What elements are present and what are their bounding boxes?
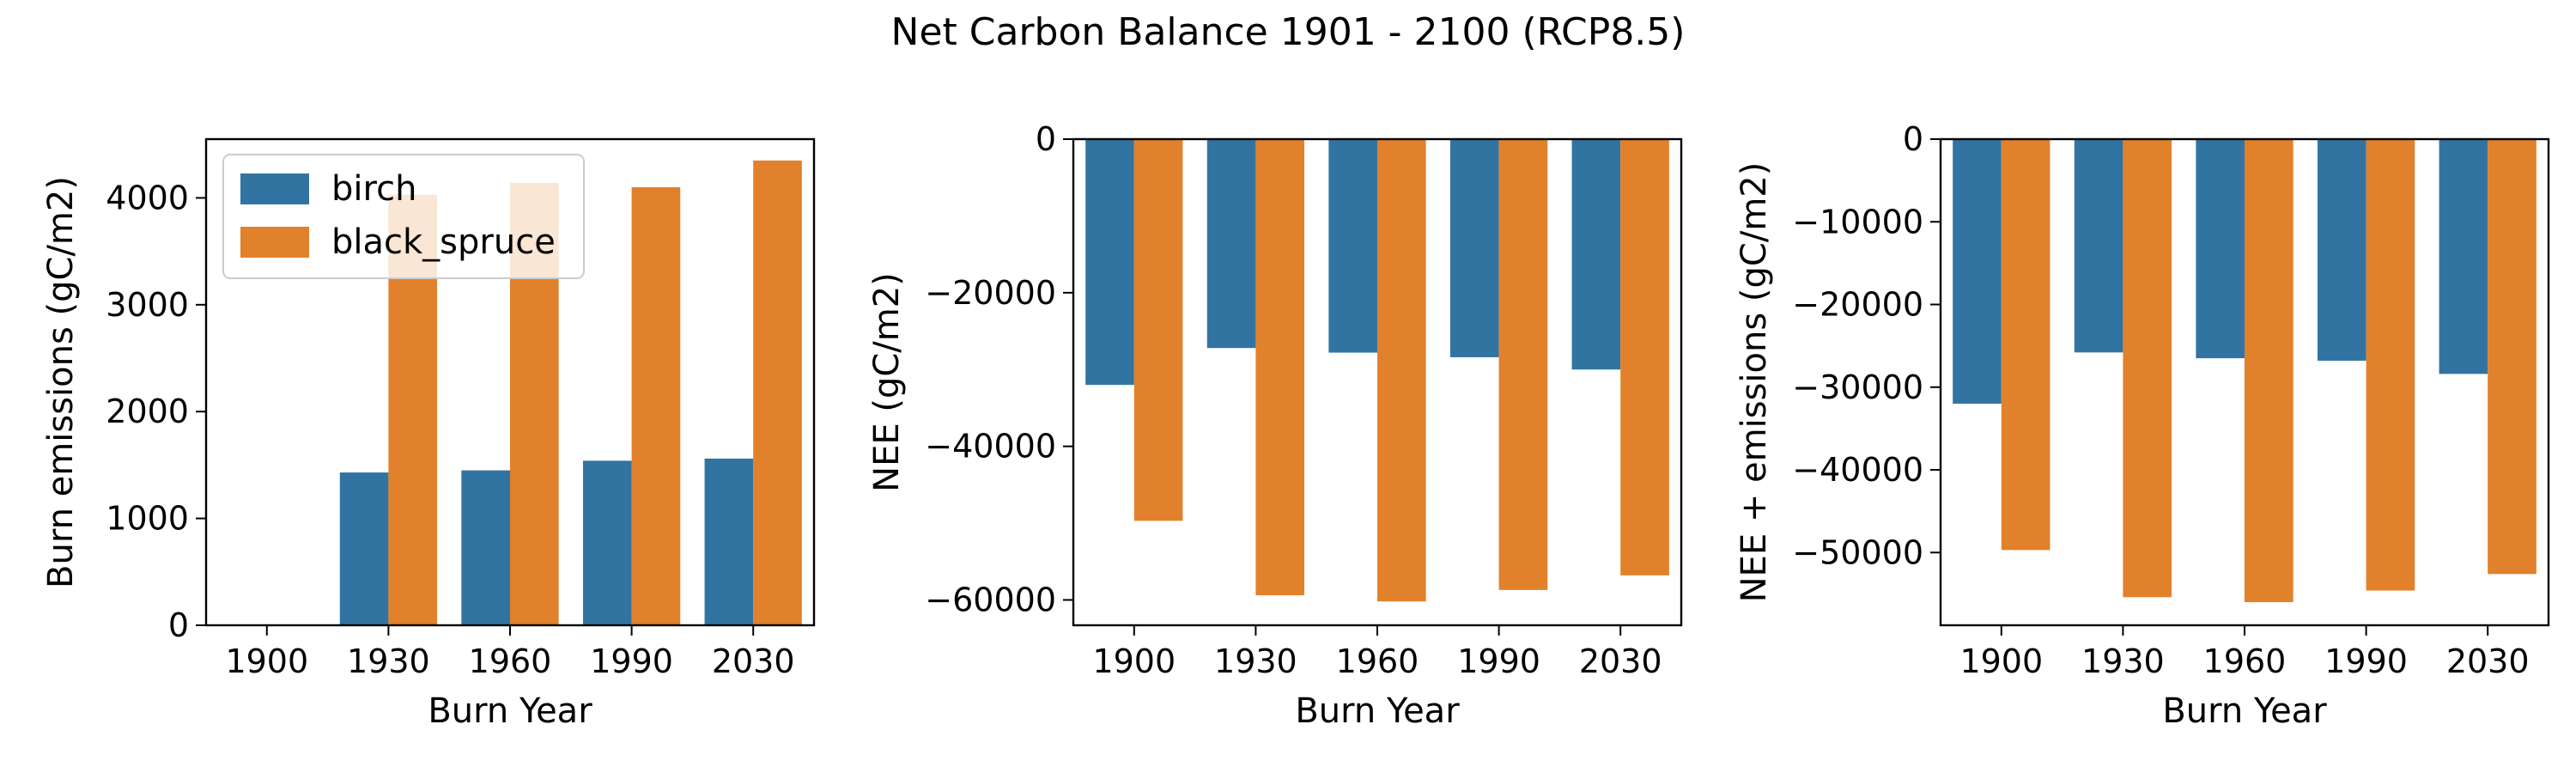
bar-birch-1990 (1449, 139, 1499, 357)
bar-black_spruce-2030 (753, 160, 802, 625)
y-axis-label: Burn emissions (gC/m2) (41, 176, 81, 588)
x-tick-label: 1930 (2081, 642, 2165, 680)
x-axis-label: Burn Year (1295, 691, 1460, 731)
bar-birch-1960 (2196, 139, 2245, 359)
axes-frame (1072, 137, 1683, 627)
axes-frame (204, 137, 816, 627)
legend-swatch-birch (240, 173, 309, 204)
legend: birch black_spruce (222, 154, 585, 279)
x-tick-label: 1990 (2324, 642, 2408, 680)
bar-birch-1990 (2317, 139, 2366, 361)
bar-birch-1990 (582, 460, 632, 625)
x-tick-label: 1960 (1336, 642, 1419, 680)
burn-emissions-chart: 1900 1930 1960 1990 2030 0 1000 2000 3000 4000 Bur… (41, 137, 816, 731)
bar-black_spruce-1990 (1498, 139, 1548, 590)
bar-black_spruce-1900 (2001, 139, 2050, 551)
bar-black_spruce-2030 (2488, 139, 2537, 575)
y-tick-label: 3000 (106, 286, 189, 324)
bar-black_spruce-1930 (1255, 139, 1305, 596)
x-axis-label: Burn Year (428, 691, 592, 731)
legend-label-birch: birch (331, 169, 416, 209)
legend-swatch-black_spruce (240, 227, 309, 258)
bar-birch-1960 (1328, 139, 1377, 353)
x-tick-label: 2030 (1579, 642, 1662, 680)
bar-birch-1900 (1953, 139, 2002, 405)
y-tick-label: 0 (1036, 120, 1056, 158)
y-tick-label: 4000 (106, 179, 189, 216)
nee-chart: 1900 1930 1960 1990 2030 0 −20000 −40000 −60000 B… (867, 120, 1683, 731)
x-tick-label: 1990 (1457, 642, 1540, 680)
y-tick-label: −20000 (1792, 286, 1923, 324)
y-tick-label: −20000 (925, 274, 1056, 312)
y-tick-label: −60000 (925, 581, 1056, 618)
y-tick-label: −10000 (1792, 203, 1923, 240)
bar-black_spruce-1930 (2123, 139, 2172, 598)
bar-birch-1960 (461, 470, 510, 625)
x-tick-label: 1930 (347, 642, 430, 680)
x-tick-label: 1930 (1214, 642, 1297, 680)
bar-birch-2030 (704, 458, 754, 625)
x-tick-label: 1900 (1959, 642, 2043, 680)
nee-plus-emissions-chart: 1900 1930 1960 1990 2030 0 −10000 −20000 −30000 −… (1735, 120, 2550, 731)
bar-black_spruce-1960 (1377, 139, 1426, 602)
bar-birch-1900 (1085, 139, 1134, 386)
x-tick-label: 1900 (1092, 642, 1176, 680)
y-tick-label: 0 (168, 606, 189, 644)
y-tick-label: −30000 (1792, 368, 1923, 406)
legend-frame (222, 154, 585, 279)
y-tick-label: −50000 (1792, 533, 1923, 571)
y-tick-label: 2000 (106, 393, 189, 430)
bar-birch-1930 (339, 472, 389, 625)
x-tick-label: 2030 (712, 642, 795, 680)
y-tick-label: 0 (1903, 120, 1923, 158)
y-tick-label: 1000 (106, 500, 189, 538)
x-axis-label: Burn Year (2162, 691, 2327, 731)
axes-frame (1939, 137, 2550, 627)
bar-birch-1930 (1206, 139, 1256, 349)
x-tick-label: 2030 (2446, 642, 2530, 680)
x-tick-label: 1960 (2203, 642, 2287, 680)
x-tick-label: 1900 (225, 642, 308, 680)
x-tick-label: 1990 (590, 642, 673, 680)
bar-birch-1930 (2074, 139, 2123, 353)
y-axis-label: NEE + emissions (gC/m2) (1735, 162, 1774, 603)
bar-birch-2030 (2439, 139, 2488, 374)
y-axis-label: NEE (gC/m2) (867, 272, 907, 492)
bar-black_spruce-1990 (631, 186, 681, 626)
legend-label-black_spruce: black_spruce (331, 222, 556, 262)
figure-title: Net Carbon Balance 1901 - 2100 (RCP8.5) (891, 10, 1686, 54)
bar-black_spruce-1990 (2366, 139, 2415, 591)
bar-birch-2030 (1571, 139, 1621, 370)
bar-black_spruce-1900 (1133, 139, 1183, 521)
y-tick-label: −40000 (1792, 451, 1923, 489)
x-tick-label: 1960 (469, 642, 552, 680)
bar-black_spruce-1960 (2245, 139, 2293, 603)
y-tick-label: −40000 (925, 428, 1056, 466)
bar-black_spruce-2030 (1620, 139, 1669, 575)
